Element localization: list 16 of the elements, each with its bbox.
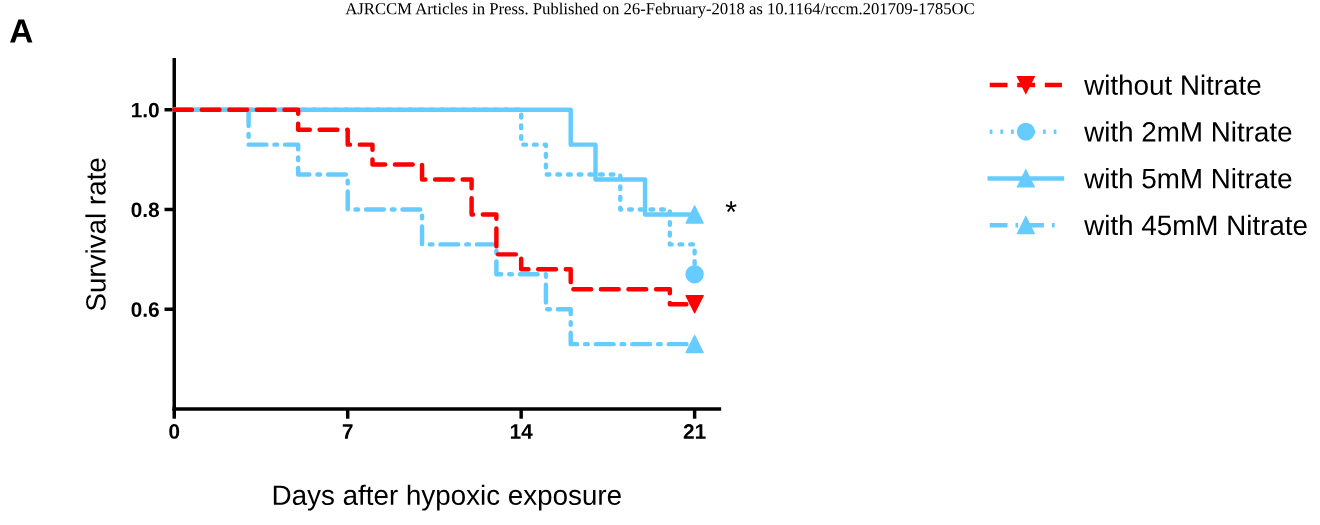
legend-label: with 45mM Nitrate	[1084, 214, 1307, 236]
x-tick-label: 0	[169, 424, 180, 439]
x-tick-label: 14	[510, 424, 533, 439]
legend-label: without Nitrate	[1084, 74, 1261, 95]
annotation: *	[725, 201, 737, 213]
legend-label: with 2mM Nitrate	[1084, 121, 1292, 142]
y-tick-label: 1.0	[132, 102, 159, 118]
text: A	[10, 19, 33, 43]
y-tick-label: 0.8	[131, 202, 160, 218]
x-axis-title: Days after hypoxic exposure	[273, 484, 621, 511]
legend-label: with 5mM Nitrate	[1084, 168, 1292, 189]
y-tick-label: 0.6	[131, 302, 159, 317]
y-axis-title: Survival rate	[85, 158, 106, 311]
text: AJRCCM Articles in Press. Published on 26-February-2018 as 10.1164/rccm.201709-1785OC	[345, 2, 974, 18]
x-tick-label: 21	[683, 424, 706, 439]
x-tick-label: 7	[342, 424, 353, 439]
